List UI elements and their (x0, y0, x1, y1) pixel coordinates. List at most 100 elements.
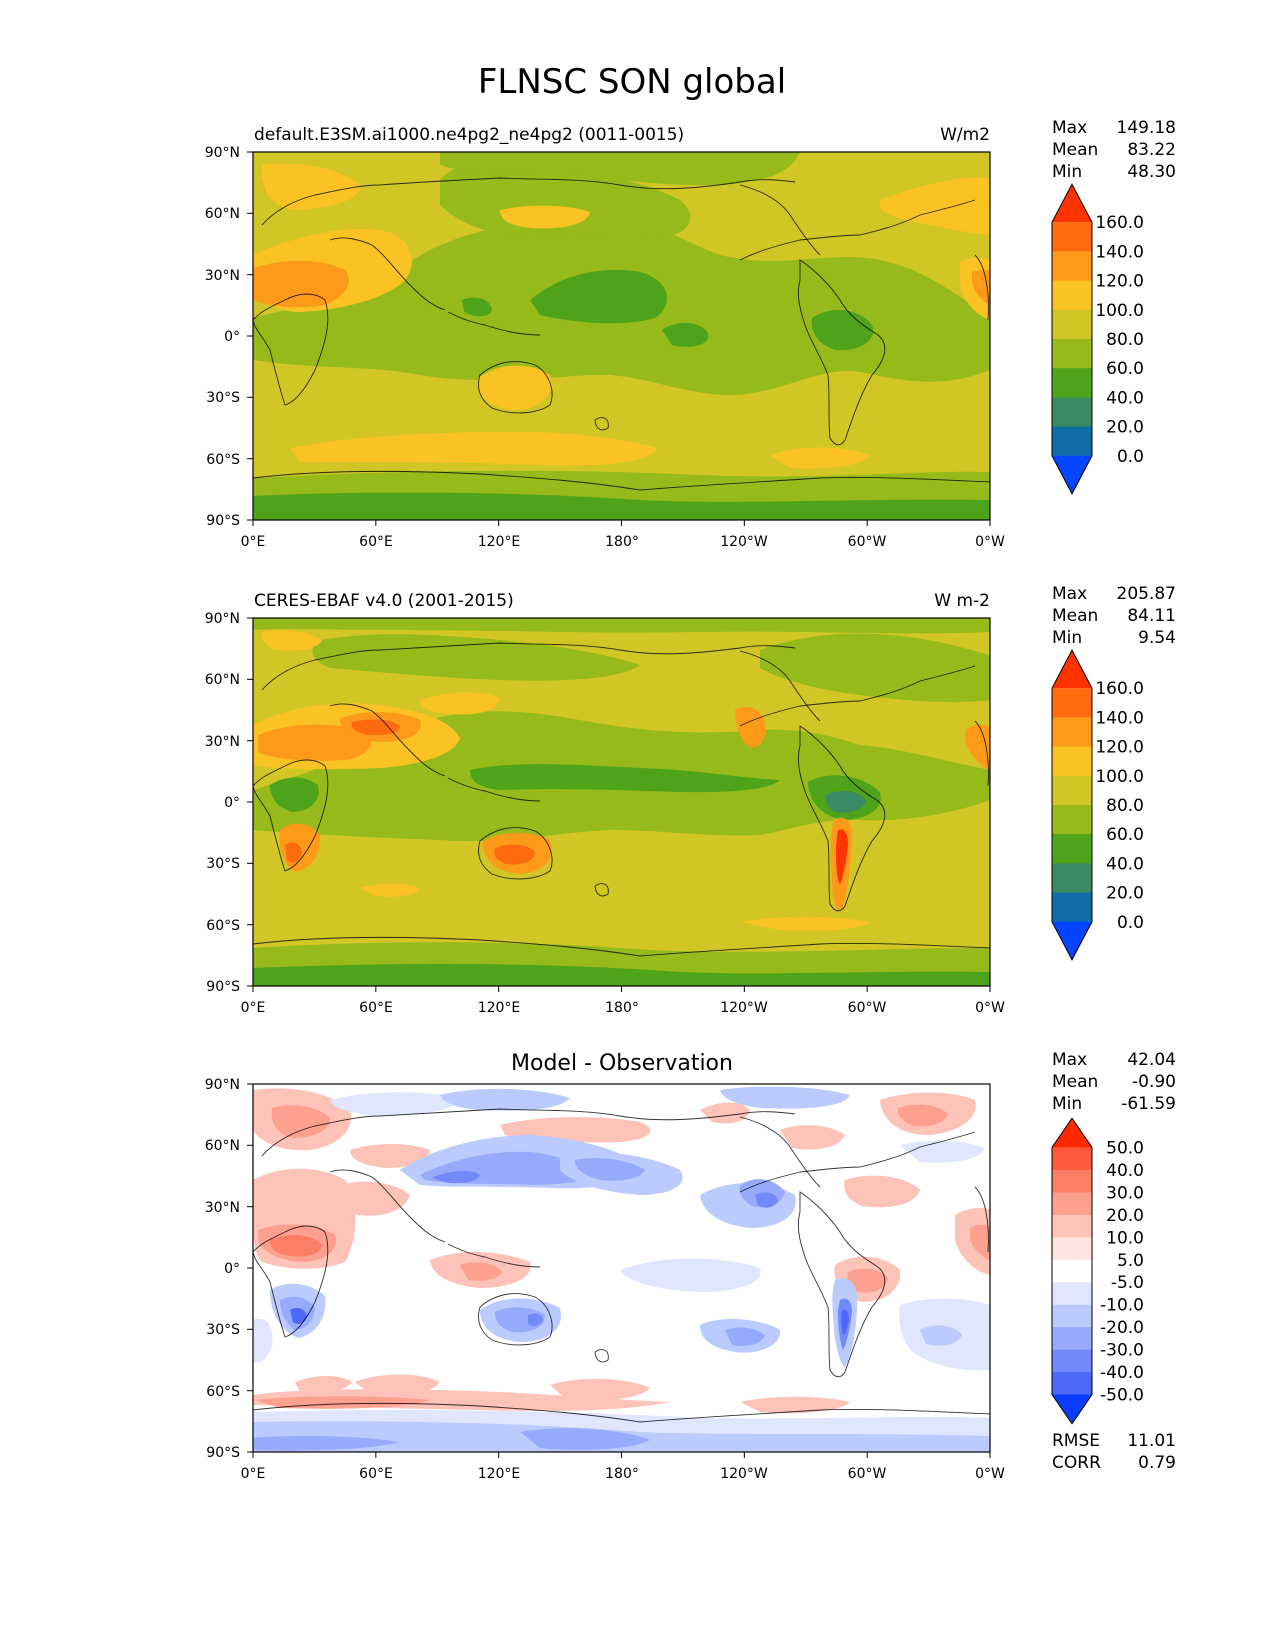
obs-canada-green (760, 633, 990, 703)
stat-value: 48.30 (1127, 162, 1176, 182)
colorbar-swatch (1052, 1304, 1092, 1328)
lon-tick-label: 180° (605, 1000, 639, 1016)
diff-namerica-pink (844, 1175, 920, 1208)
lon-tick-label: 0°W (975, 534, 1005, 550)
lon-tick-label: 120°W (720, 1466, 768, 1482)
colorbar-label: 80.0 (1106, 796, 1144, 816)
colorbar-label: 120.0 (1095, 272, 1144, 292)
diff-andes-blue3 (841, 1309, 849, 1335)
obs-southern-yellow2 (740, 916, 870, 931)
colorbar-swatch (1052, 746, 1092, 777)
lon-tick-label: 0°E (241, 1000, 266, 1016)
lon-tick-label: 120°E (478, 1466, 521, 1482)
stat-value: -0.90 (1132, 1072, 1176, 1092)
colorbar-swatch (1052, 222, 1092, 252)
stat-value: 42.04 (1127, 1050, 1176, 1070)
diff-europe-mid (271, 1105, 330, 1138)
diff-npac-blue2 (575, 1158, 645, 1181)
colorbar-label: 100.0 (1095, 767, 1144, 787)
stat-label: Min (1052, 162, 1082, 182)
panel-obs-stats: Max 205.87 Mean 84.11 Min 9.54 (1052, 584, 1176, 648)
obs-safrica-red (285, 842, 302, 863)
lon-tick-label: 180° (605, 534, 639, 550)
lat-tick-label: 30°N (205, 268, 240, 284)
colorbar-swatch (1052, 426, 1092, 457)
diff-arctic-blue3 (720, 1086, 850, 1109)
obs-europe-yellow (261, 630, 322, 651)
colorbar-swatch (1052, 1349, 1092, 1373)
colorbar-swatch (1052, 397, 1092, 428)
stat-label: Mean (1052, 140, 1098, 160)
diff-asia-pink (350, 1144, 430, 1168)
colorbar-label: -10.0 (1100, 1296, 1144, 1316)
obs-coastlines (253, 642, 990, 957)
diff-antarctic-blue3 (520, 1428, 650, 1450)
colorbar-label: 40.0 (1106, 1161, 1144, 1181)
colorbar-swatch (1052, 834, 1092, 864)
colorbar-swatch (1052, 688, 1092, 718)
model-sahara-orange (253, 260, 349, 308)
model-eurasia-yellow (261, 163, 361, 210)
panel-diff-bottom-stats: RMSE 11.01 CORR 0.79 (1052, 1431, 1176, 1473)
colorbar-label: 40.0 (1106, 854, 1144, 874)
stat-label: Max (1052, 1050, 1087, 1070)
colorbar-label: 50.0 (1106, 1138, 1144, 1158)
panel-diff-lon-ticks: 0°E 60°E 120°E 180° 120°W 60°W 0°W (241, 1466, 1005, 1482)
lon-tick-label: 0°E (241, 1466, 266, 1482)
panel-diff-stats: Max 42.04 Mean -0.90 Min -61.59 (1052, 1050, 1176, 1114)
lon-tick-label: 60°W (848, 1000, 887, 1016)
panel-obs-lon-ticks: 0°E 60°E 120°E 180° 120°W 60°W 0°W (241, 1000, 1005, 1016)
lat-tick-label: 30°N (205, 734, 240, 750)
obs-asia-yellow (420, 692, 500, 715)
model-pac-dark (530, 269, 667, 324)
stat-label: Mean (1052, 606, 1098, 626)
colorbar-outline (1051, 649, 1093, 961)
diff-coastlines (253, 1108, 990, 1423)
lon-tick-label: 180° (605, 1466, 639, 1482)
panel-diff-ticks (247, 1083, 991, 1458)
stat-label: Min (1052, 628, 1082, 648)
lat-tick-label: 60°N (205, 672, 240, 688)
diff-india-pink (338, 1181, 410, 1216)
obs-sahara-orange (258, 724, 372, 761)
colorbar-swatch (1052, 892, 1092, 923)
panel-obs: CERES-EBAF v4.0 (2001-2015) W m-2 (205, 584, 1176, 1016)
lat-tick-label: 60°S (206, 918, 240, 934)
panel-model-ticks (247, 151, 991, 526)
colorbar-extend-max (1052, 1118, 1092, 1148)
obs-antarctic-dark (253, 963, 990, 986)
lon-tick-label: 0°W (975, 1466, 1005, 1482)
diff-greenland-mid (897, 1104, 948, 1127)
diff-amazon-mid (847, 1268, 888, 1293)
colorbar-swatch (1052, 1237, 1092, 1261)
panel-obs-title: CERES-EBAF v4.0 (2001-2015) (254, 591, 514, 611)
stat-value: 9.54 (1138, 628, 1176, 648)
colorbar-label: 100.0 (1095, 301, 1144, 321)
panel-model-lat-ticks: 90°N 60°N 30°N 0° 30°S 60°S 90°S (205, 145, 240, 529)
diff-antarctic-blue4 (253, 1435, 400, 1451)
diff-safrica-blue3 (290, 1308, 307, 1324)
panel-obs-ticks (247, 617, 991, 992)
obs-itcz-dark (470, 764, 780, 793)
obs-africa-dark (270, 777, 319, 812)
diff-south-pink1 (295, 1376, 352, 1394)
lat-tick-label: 90°N (205, 145, 240, 161)
colorbar-extend-min (1052, 1394, 1092, 1424)
diff-south-pink4 (740, 1396, 850, 1414)
lon-tick-label: 120°W (720, 534, 768, 550)
colorbar-outline (1051, 1117, 1093, 1425)
colorbar-label: 20.0 (1106, 1206, 1144, 1226)
obs-amazon-teal (825, 790, 866, 813)
lat-tick-label: 60°N (205, 1138, 240, 1154)
model-australia-yellow (477, 365, 551, 410)
colorbar-swatch (1052, 1192, 1092, 1216)
colorbar-label: 20.0 (1106, 418, 1144, 438)
diff-wafrica-mid (970, 1224, 990, 1260)
colorbar-label: 30.0 (1106, 1183, 1144, 1203)
colorbar-swatch (1052, 805, 1092, 835)
model-antarctic-dark (253, 492, 990, 520)
colorbar-outline (1051, 183, 1093, 495)
colorbar-swatch (1052, 863, 1092, 894)
diff-aus-blue3 (528, 1313, 543, 1327)
panel-model-map (253, 152, 990, 520)
